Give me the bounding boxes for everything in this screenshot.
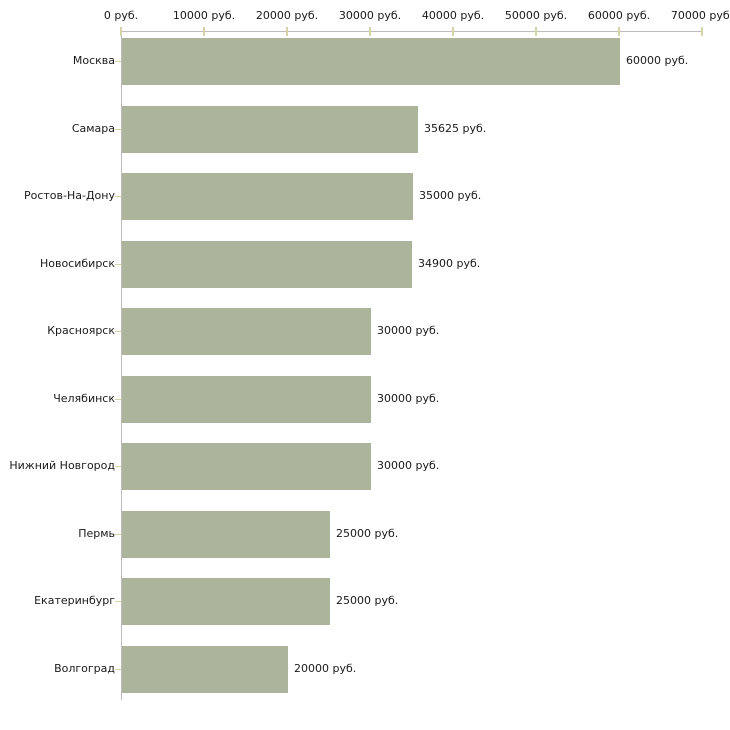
value-label: 25000 руб.: [336, 526, 399, 540]
y-tick-mark: [115, 263, 121, 265]
category-label: Екатеринбург: [34, 594, 115, 607]
value-label: 25000 руб.: [336, 594, 399, 607]
bar-8: [122, 510, 330, 558]
x-tick-label: 10000 руб.: [172, 9, 236, 22]
category-label: Москва: [72, 54, 115, 67]
bar-6: [122, 375, 371, 423]
bar-10: [122, 645, 288, 693]
value-label: 35000 руб.: [419, 189, 482, 202]
bar-4: [122, 240, 412, 288]
value-label: 35625 руб.: [424, 121, 487, 135]
y-tick-mark: [115, 398, 121, 400]
x-tick-label: 70000 руб.: [670, 9, 730, 22]
category-label: Пермь: [78, 526, 115, 540]
bar-5: [122, 308, 371, 355]
x-tick-label: 60000 руб.: [587, 9, 651, 22]
value-label: 30000 руб.: [377, 324, 440, 337]
bar-1: [122, 38, 620, 85]
value-label: 30000 руб.: [377, 391, 440, 405]
category-label: Самара: [71, 121, 115, 135]
y-tick-mark: [115, 331, 121, 332]
category-label: Волгоград: [54, 661, 115, 675]
x-tick-mark: [203, 27, 205, 36]
y-tick-mark: [115, 61, 121, 62]
bar-7: [122, 443, 371, 490]
x-tick-label: 0 руб.: [103, 9, 139, 22]
x-tick-label: 30000 руб.: [338, 9, 402, 22]
value-label: 34900 руб.: [418, 256, 481, 270]
x-tick-mark: [535, 27, 537, 36]
value-label: 60000 руб.: [626, 54, 689, 67]
y-tick-mark: [115, 601, 121, 602]
bar-3: [122, 173, 413, 220]
bar-9: [122, 578, 330, 625]
bar-2: [122, 105, 418, 153]
y-tick-mark: [115, 128, 121, 130]
value-label: 30000 руб.: [377, 459, 440, 472]
x-tick-label: 40000 руб.: [421, 9, 485, 22]
x-tick-mark: [701, 27, 703, 36]
category-label: Нижний Новгород: [9, 459, 115, 472]
y-axis-line: [121, 31, 122, 700]
x-tick-mark: [452, 27, 454, 36]
x-tick-label: 50000 руб.: [504, 9, 568, 22]
y-tick-mark: [115, 533, 121, 535]
value-label: 20000 руб.: [294, 661, 357, 675]
x-tick-mark: [286, 27, 288, 36]
category-label: Красноярск: [47, 324, 115, 337]
x-tick-mark: [618, 27, 620, 36]
x-tick-mark: [369, 27, 371, 36]
x-tick-label: 20000 руб.: [255, 9, 319, 22]
category-label: Челябинск: [53, 391, 115, 405]
category-label: Ростов-На-Дону: [23, 189, 115, 202]
y-tick-mark: [115, 466, 121, 467]
y-tick-mark: [115, 668, 121, 670]
x-tick-mark: [120, 27, 122, 36]
category-label: Новосибирск: [39, 256, 115, 270]
x-axis-line: [121, 31, 703, 32]
y-tick-mark: [115, 196, 121, 197]
